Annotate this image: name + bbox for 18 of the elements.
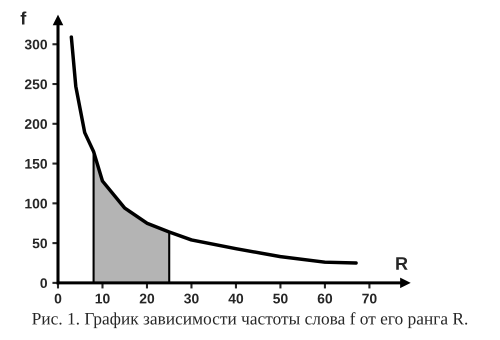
x-tick-label: 40 <box>228 294 244 304</box>
x-tick-label: 70 <box>362 294 377 304</box>
y-tick-label: 50 <box>32 238 48 248</box>
y-axis-title: f <box>20 11 26 25</box>
x-tick-label: 20 <box>140 294 154 304</box>
x-tick-label: 10 <box>96 294 110 304</box>
y-tick-label: 300 <box>24 40 48 50</box>
x-axis-title: R <box>396 257 408 270</box>
x-tick-label: 50 <box>273 294 288 304</box>
y-tick-label: 200 <box>24 119 48 129</box>
x-tick-label: 0 <box>54 294 62 304</box>
y-tick-label: 0 <box>40 278 48 288</box>
x-tick-label: 60 <box>318 294 332 304</box>
y-tick-label: 150 <box>25 158 48 169</box>
x-tick-label: 30 <box>184 294 199 304</box>
y-tick-label: 250 <box>24 79 48 90</box>
text: Рис. 1. График зависимости частоты слова f от его ранга R. <box>32 312 468 328</box>
y-tick-label: 100 <box>25 198 48 209</box>
